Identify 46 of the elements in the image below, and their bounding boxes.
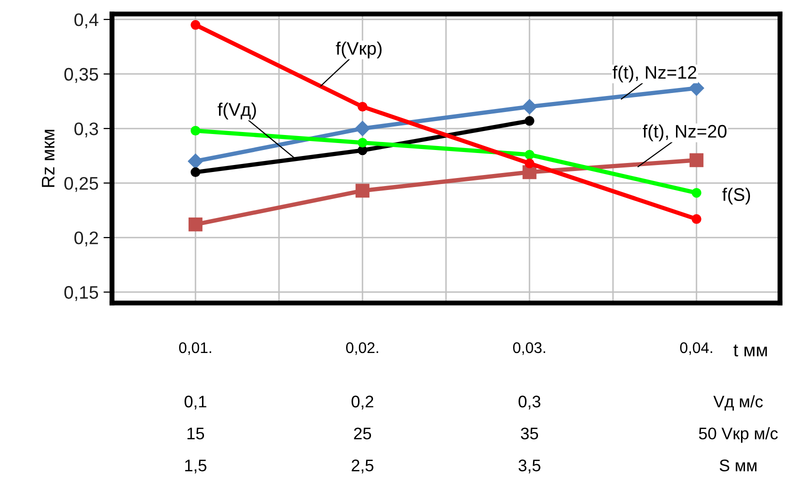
y-tick-label: 0,25 <box>64 176 98 192</box>
point <box>522 99 538 114</box>
y-tick-label: 0,2 <box>74 232 98 246</box>
y-axis-title: Rz мкм <box>42 130 54 187</box>
text: 0,1 <box>184 396 206 410</box>
text: 35 <box>520 428 538 440</box>
point <box>354 120 370 136</box>
x-tick-label: 0,02. <box>346 342 378 355</box>
point <box>358 102 368 112</box>
text: 3,5 <box>518 460 540 474</box>
x-axis-title: t мм <box>734 344 767 356</box>
series-label: f(Vкр) <box>336 42 382 58</box>
point <box>524 158 534 168</box>
series-label: f(S) <box>722 188 750 205</box>
series-label: f(t), Nz=12 <box>612 66 696 82</box>
point <box>358 138 368 148</box>
point <box>190 126 200 136</box>
text: 0,2 <box>352 396 374 410</box>
x-tick-label: 0,01. <box>179 342 212 355</box>
text: 15 <box>188 428 204 440</box>
text: 1,5 <box>185 460 206 474</box>
point <box>688 80 704 96</box>
text: 50 Vкр м/с <box>698 427 778 443</box>
point <box>692 188 702 198</box>
text: f(Vд) <box>218 102 256 120</box>
x-tick-label: 0,03. <box>513 342 546 355</box>
series-label: f(t), Nz=20 <box>642 124 726 142</box>
point <box>188 218 202 232</box>
point <box>524 116 534 126</box>
point <box>690 153 704 168</box>
text: 25 <box>354 428 372 440</box>
text: S мм <box>720 460 756 472</box>
y-tick-label: 0,35 <box>64 68 98 83</box>
y-tick-label: 0,4 <box>74 13 98 28</box>
text: 2,5 <box>352 460 374 474</box>
point <box>190 167 200 177</box>
text: Vд м/с <box>713 395 763 411</box>
x-tick-label: 0,04. <box>680 342 712 355</box>
point <box>188 154 204 169</box>
y-tick-label: 0,3 <box>74 122 98 138</box>
y-tick-label: 0,15 <box>64 286 98 301</box>
point <box>190 20 200 30</box>
point <box>356 184 370 198</box>
text: 0,3 <box>518 396 540 410</box>
point <box>524 150 534 160</box>
point <box>692 214 702 224</box>
